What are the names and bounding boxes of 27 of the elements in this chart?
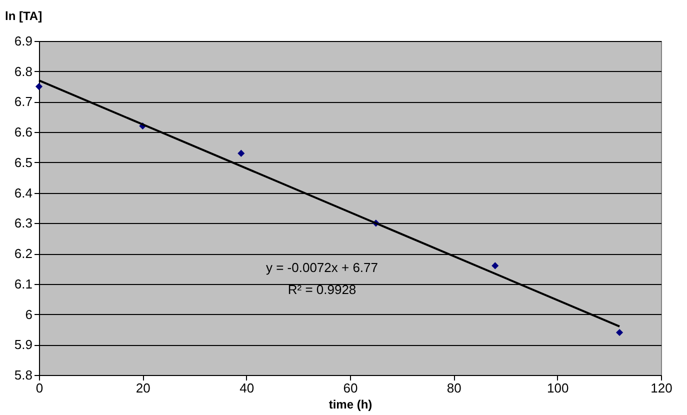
point <box>616 328 624 336</box>
x-tick-label: 100 <box>546 380 569 396</box>
y-tick-label: 6.9 <box>14 34 32 48</box>
y-tick-label: 6.6 <box>14 124 32 140</box>
point <box>492 262 499 270</box>
annotation: R² = 0.9928 <box>288 282 356 297</box>
y-tick-label: 5.8 <box>14 368 32 382</box>
y-tick-label: 6.7 <box>14 94 32 110</box>
point <box>35 83 43 90</box>
y-tick-label: 6.4 <box>14 185 32 200</box>
point <box>238 150 245 157</box>
annotation: y = -0.0072x + 6.77 <box>266 260 378 275</box>
x-tick-label: 120 <box>650 380 672 396</box>
x-tick-label: 0 <box>36 380 44 396</box>
x-tick-label: 20 <box>136 380 150 396</box>
y-tick-label: 6.2 <box>14 246 32 262</box>
x-axis-title: time (h) <box>328 398 372 412</box>
y-tick-label: 6.5 <box>14 154 32 170</box>
x-tick-label: 60 <box>343 380 358 396</box>
y-tick-label: 6.3 <box>14 216 32 231</box>
y-tick-label: 5.9 <box>14 337 32 352</box>
y-tick-label: 6 <box>25 306 32 322</box>
x-tick-label: 80 <box>446 380 462 396</box>
x-tick-label: 40 <box>240 380 254 396</box>
y-axis-title: ln [TA] <box>5 9 42 23</box>
y-tick-label: 6.8 <box>14 64 32 79</box>
y-tick-label: 6.1 <box>14 276 32 292</box>
